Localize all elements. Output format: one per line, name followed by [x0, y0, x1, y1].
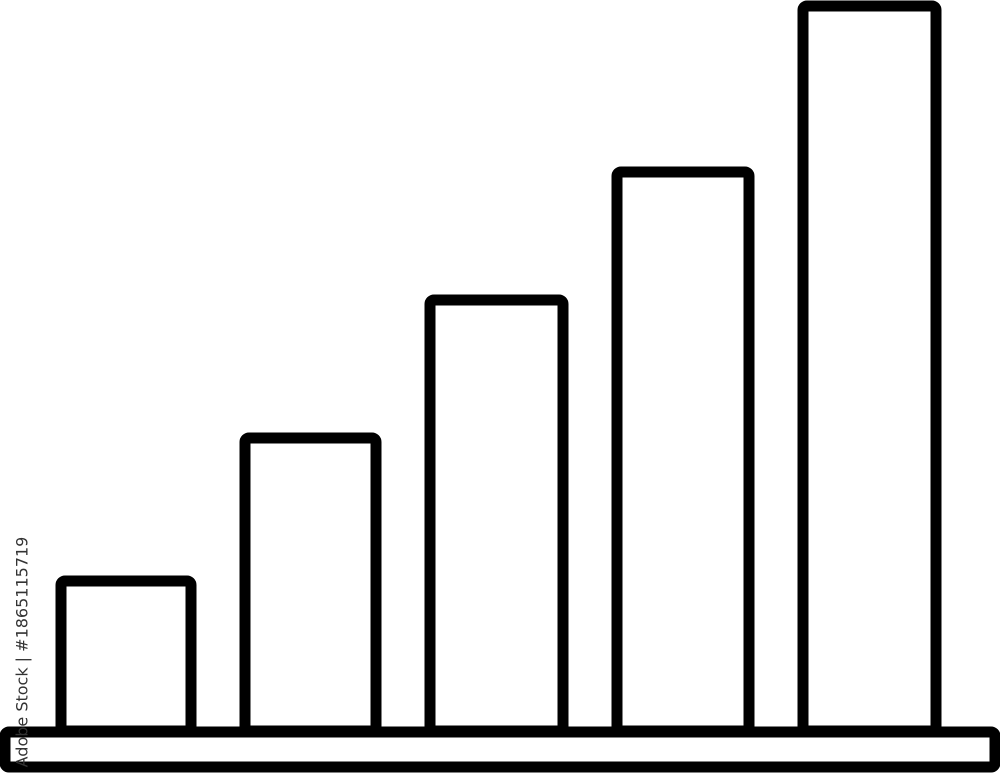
baseline-bar: [0, 726, 1000, 773]
bar-5: [797, 0, 942, 737]
bar-3: [424, 294, 569, 737]
bar-4: [611, 166, 755, 737]
bar-1: [55, 575, 197, 737]
bar-2: [239, 432, 382, 737]
watermark-text: Adobe Stock | #1865115719: [12, 536, 32, 768]
